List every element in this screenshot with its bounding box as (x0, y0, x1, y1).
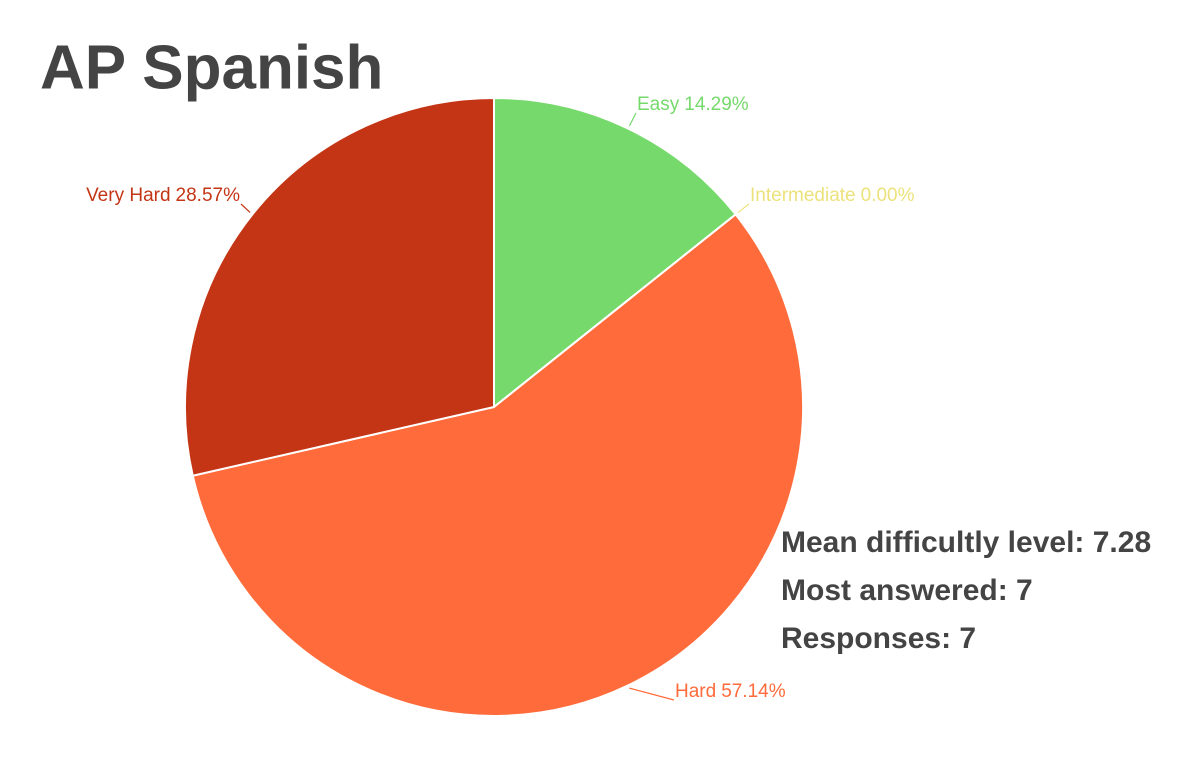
leader-line (628, 112, 637, 127)
slice-label: Intermediate 0.00% (750, 185, 915, 206)
annotation: Mean difficultly level: 7.28 (781, 526, 1151, 559)
slice-label: Very Hard 28.57% (86, 185, 240, 206)
slice-name: Intermediate (750, 185, 856, 206)
slice-name: Easy (637, 94, 680, 115)
slice-value: 28.57% (176, 185, 241, 206)
chart-title: AP Spanish (40, 33, 383, 102)
pie-slice (191, 213, 804, 717)
slice-name: Very Hard (86, 185, 170, 206)
slice-value: 14.29% (684, 94, 749, 115)
leader-line (629, 687, 675, 701)
slice-value: 0.00% (861, 185, 915, 206)
leader-line (737, 203, 750, 214)
slice-value: 57.14% (721, 681, 786, 702)
pie-slice (493, 96, 738, 410)
annotation: Most answered: 7 (781, 574, 1033, 607)
annotation: Responses: 7 (781, 622, 976, 655)
slice-name: Hard (675, 681, 716, 702)
leader-line (240, 203, 251, 213)
slice-label: Hard 57.14% (675, 681, 786, 702)
pie-slice (184, 96, 495, 477)
slice-label: Easy 14.29% (637, 94, 749, 115)
